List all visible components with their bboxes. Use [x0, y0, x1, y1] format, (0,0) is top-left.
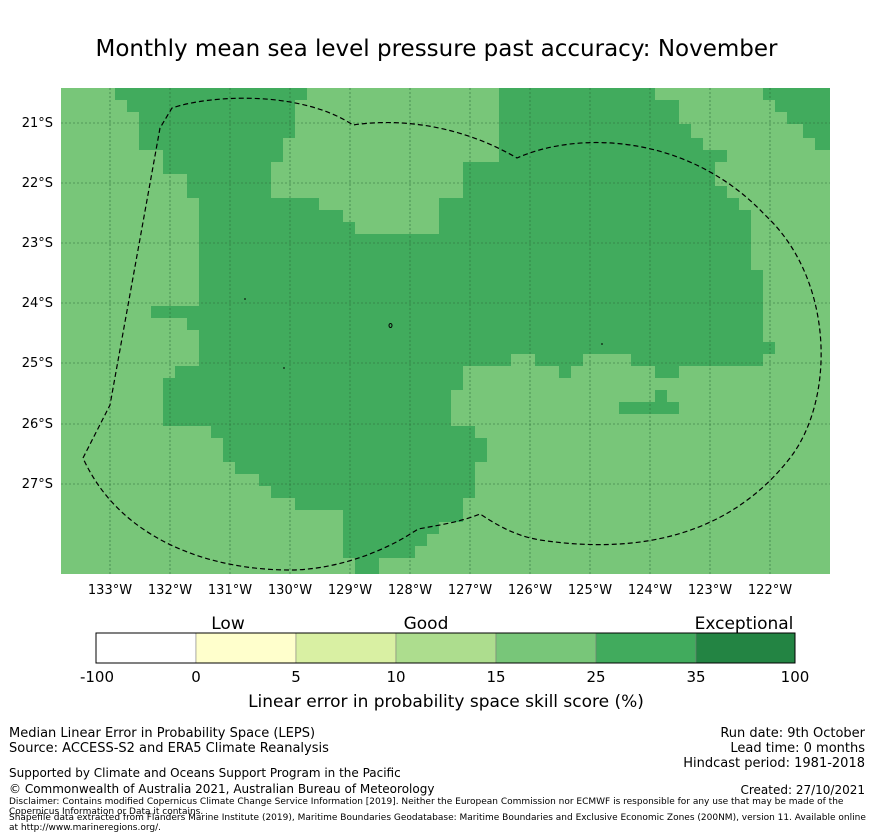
colorbar-segment — [495, 632, 597, 664]
longitude-labels: 133°W 132°W 131°W 130°W 129°W 128°W 127°… — [88, 583, 792, 598]
lat-label: 25°S — [22, 356, 53, 371]
lon-label: 131°W — [208, 583, 252, 598]
latitude-labels: 21°S 22°S 23°S 24°S 25°S 26°S 27°S — [22, 116, 53, 492]
lon-label: 124°W — [628, 583, 672, 598]
colorbar-categories: Low Good Exceptional — [211, 614, 793, 634]
lon-label: 132°W — [148, 583, 192, 598]
colorbar-segment — [295, 632, 397, 664]
lat-label: 22°S — [22, 176, 53, 191]
colorbar-segment — [395, 632, 497, 664]
very-good-skill-region — [103, 88, 830, 574]
category-good: Good — [404, 614, 449, 634]
category-exceptional: Exceptional — [695, 614, 794, 634]
footer-hindcast: Hindcast period: 1981-2018 — [683, 756, 865, 771]
lat-label: 24°S — [22, 296, 53, 311]
colorbar-segment — [195, 632, 297, 664]
lon-label: 129°W — [328, 583, 372, 598]
islands — [244, 298, 603, 369]
category-low: Low — [211, 614, 245, 634]
colorbar-tick: 15 — [486, 668, 505, 686]
lat-label: 27°S — [22, 477, 53, 492]
lon-label: 128°W — [388, 583, 432, 598]
colorbar-tick: 0 — [191, 668, 201, 686]
disclaimer-copernicus: Disclaimer: Contains modified Copernicus… — [9, 797, 844, 817]
colorbar-tick: 10 — [386, 668, 405, 686]
colorbar-tick: 100 — [781, 668, 810, 686]
disclaimer-shapefile: Shapefile data extracted from Flanders M… — [9, 813, 866, 833]
lon-label: 126°W — [508, 583, 552, 598]
lon-label: 123°W — [688, 583, 732, 598]
colorbar — [95, 632, 796, 664]
colorbar-tick: 25 — [586, 668, 605, 686]
lon-label: 125°W — [568, 583, 612, 598]
lat-label: 26°S — [22, 417, 53, 432]
footer-method: Median Linear Error in Probability Space… — [9, 726, 316, 741]
footer-copyright: © Commonwealth of Australia 2021, Austra… — [9, 782, 435, 796]
colorbar-segment — [695, 632, 796, 664]
colorbar-frame — [95, 632, 796, 664]
lon-label: 130°W — [268, 583, 312, 598]
lat-label: 21°S — [22, 116, 53, 131]
colorbar-ticks: -100 0 5 10 15 25 35 100 — [80, 668, 809, 686]
very-good-region-northeast — [763, 88, 830, 150]
lon-label: 127°W — [448, 583, 492, 598]
gridlines — [61, 88, 830, 574]
lon-label: 122°W — [748, 583, 792, 598]
footer-created: Created: 27/10/2021 — [740, 783, 865, 797]
map-title: Monthly mean sea level pressure past acc… — [95, 36, 778, 62]
eez-boundary — [82, 97, 822, 571]
lat-label: 23°S — [22, 236, 53, 251]
colorbar-segment — [95, 632, 197, 664]
colorbar-segment — [595, 632, 697, 664]
very-good-region-main — [103, 88, 775, 574]
lon-label: 133°W — [88, 583, 132, 598]
footer-source: Source: ACCESS-S2 and ERA5 Climate Reana… — [9, 741, 329, 756]
colorbar-tick: -100 — [80, 668, 114, 686]
footer-run-date: Run date: 9th October — [720, 726, 865, 741]
colorbar-label: Linear error in probability space skill … — [248, 692, 644, 712]
very-good-region-small — [619, 390, 679, 414]
colorbar-tick: 35 — [686, 668, 705, 686]
footer-lead-time: Lead time: 0 months — [730, 741, 865, 756]
footer-support: Supported by Climate and Oceans Support … — [9, 766, 401, 780]
colorbar-tick: 5 — [291, 668, 301, 686]
island — [388, 323, 393, 328]
